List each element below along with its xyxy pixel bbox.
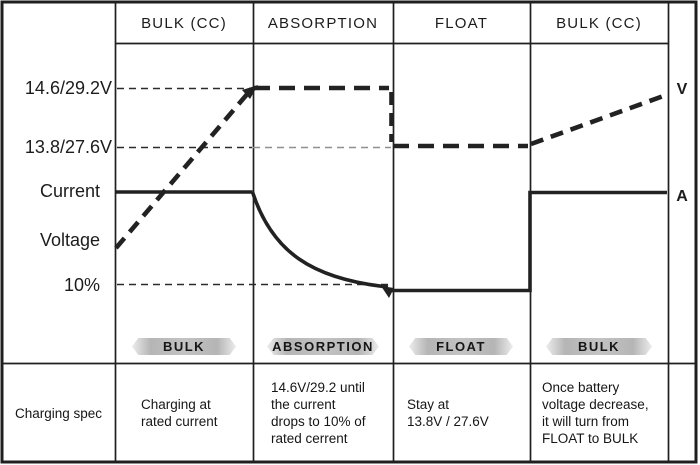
spec-cell-bulk-1: Charging at rated current — [141, 397, 218, 429]
phase-header-label: BULK (CC) — [141, 14, 227, 32]
voltage-curve — [114, 85, 670, 250]
phase-header-label: ABSORPTION — [267, 14, 379, 32]
current-arrowhead — [381, 286, 394, 298]
stage-badge-bulk-2: BULK — [546, 338, 652, 355]
spec-cell-bulk-2: Once battery voltage decrease, it will t… — [542, 380, 649, 446]
ylabel-ten-percent: 10% — [63, 275, 100, 295]
voltage-arrowhead — [242, 85, 258, 99]
stage-badge-float: FLOAT — [409, 338, 513, 355]
ylabel-absorb-voltage: 14.6/29.2V — [24, 78, 112, 98]
right-axis-amps: A — [676, 188, 688, 205]
reference-dashed-lines — [117, 87, 391, 286]
spec-cell-float: Stay at 13.8V / 27.6V — [407, 397, 489, 429]
ylabel-current: Current — [39, 181, 100, 201]
phase-header-absorption: ABSORPTION — [253, 3, 393, 43]
phase-header-label: FLOAT — [434, 14, 489, 32]
right-axis-volts: V — [676, 81, 688, 98]
spec-cell-absorption: 14.6V/29.2 until the current drops to 10… — [271, 380, 366, 446]
ylabel-float-voltage: 13.8/27.6V — [24, 137, 112, 157]
stage-badge-bulk-1: BULK — [132, 338, 236, 355]
phase-header-label: BULK (CC) — [556, 14, 642, 32]
current-curve — [116, 190, 667, 293]
phase-header-bulk-2: BULK (CC) — [530, 3, 668, 43]
phase-header-bulk-1: BULK (CC) — [115, 3, 253, 43]
phase-header-float: FLOAT — [393, 3, 530, 43]
spec-row-label: Charging spec — [14, 405, 103, 421]
stage-badge-absorption: ABSORPTION — [267, 338, 379, 355]
ylabel-voltage: Voltage — [39, 230, 100, 250]
